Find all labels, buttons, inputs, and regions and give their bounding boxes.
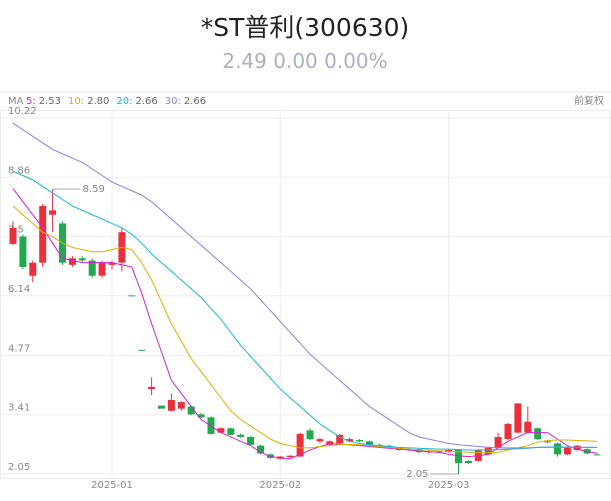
candle-body: [455, 450, 462, 464]
chart-title: *ST普利(300630): [201, 13, 410, 42]
legend-value: 2.66: [135, 96, 157, 107]
y-tick-label: 2.05: [8, 462, 30, 473]
adjust-label: 前复权: [574, 94, 604, 107]
legend-name: 10:: [68, 96, 84, 107]
candle-body: [158, 405, 165, 409]
candle-body: [563, 447, 571, 455]
candle-body: [356, 440, 363, 442]
candle-body: [9, 227, 17, 244]
candle-body: [306, 430, 314, 440]
y-tick-label: 10.22: [8, 106, 37, 117]
candle-body: [49, 210, 57, 215]
legend-name: 5:: [26, 96, 36, 107]
candle-body: [68, 258, 76, 265]
x-tick-label: 2025-03: [428, 480, 470, 491]
ma-line: [12, 205, 598, 454]
candle-body: [544, 441, 552, 443]
candle-body: [187, 406, 195, 415]
candle-body: [167, 399, 175, 411]
legend-value: 2.53: [39, 96, 61, 107]
candle-body: [247, 436, 255, 445]
candle-body: [177, 402, 185, 409]
candle-body: [19, 236, 27, 268]
ma-line: [12, 170, 598, 451]
candle-body: [346, 439, 354, 442]
candle-body: [484, 447, 492, 455]
candle-body: [464, 460, 472, 464]
candle-body: [78, 258, 86, 261]
legend-name: 20:: [116, 96, 132, 107]
candle-body: [29, 262, 37, 276]
candle-body: [296, 433, 304, 457]
candle-body: [108, 262, 116, 265]
max-label: 8.59: [83, 184, 105, 195]
candle-body: [217, 428, 225, 433]
candle-body: [593, 454, 601, 456]
legend-value: 2.66: [184, 96, 206, 107]
candle-body: [524, 421, 532, 433]
candle-body: [494, 436, 502, 448]
candle-body: [336, 434, 344, 444]
candle-body: [365, 441, 373, 445]
legend-value: 2.80: [87, 96, 109, 107]
candle-body: [138, 349, 146, 351]
candle-body: [286, 455, 294, 458]
ma-line: [12, 122, 598, 449]
candle-body: [534, 428, 542, 440]
candle-body: [237, 434, 245, 437]
candle-body: [257, 445, 264, 454]
y-tick-label: 3.41: [8, 403, 30, 414]
candle-body: [504, 423, 512, 440]
y-tick-label: 6.14: [8, 284, 30, 295]
candle-body: [316, 439, 324, 442]
candle-body: [128, 295, 136, 297]
candle-body: [227, 428, 235, 435]
ma-line: [12, 188, 598, 460]
candle-body: [554, 443, 561, 455]
legend-name: 30:: [165, 96, 181, 107]
candle-body: [197, 414, 205, 418]
candle-body: [98, 262, 106, 276]
x-tick-label: 2025-01: [91, 480, 133, 491]
candle-body: [39, 206, 47, 263]
candle-body: [514, 403, 522, 433]
candle-body: [148, 386, 156, 390]
y-tick-label: 8.86: [8, 165, 30, 176]
y-tick-label: 4.77: [8, 343, 30, 354]
ma-label: MA: [8, 96, 24, 107]
price-summary: 2.49 0.00 0.00%: [222, 49, 387, 73]
min-label: 2.05: [406, 469, 428, 480]
x-tick-label: 2025-02: [259, 480, 301, 491]
candle-body: [88, 260, 96, 276]
